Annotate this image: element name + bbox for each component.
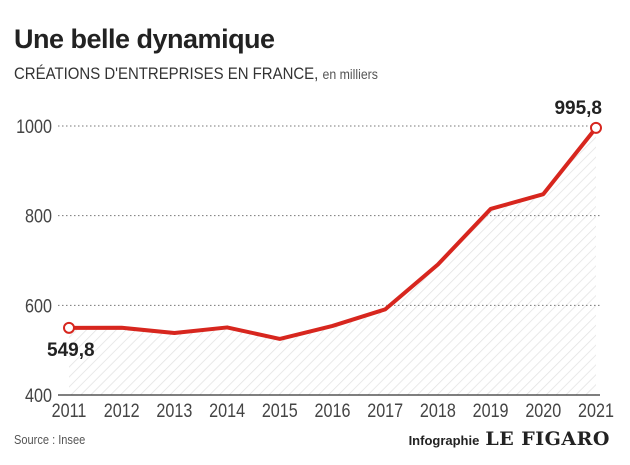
series-line: [68, 126, 598, 341]
brand-logo: LE FIGARO: [485, 428, 610, 450]
x-tick-label: 2015: [262, 400, 298, 422]
data-label-last: 995,8: [554, 98, 602, 119]
x-tick-label: 2018: [420, 400, 456, 422]
x-tick-label: 2016: [315, 400, 351, 422]
data-point-marker: [63, 321, 75, 334]
chart-title: Une belle dynamique: [14, 24, 275, 54]
unit-label: en milliers: [322, 66, 378, 82]
x-tick-label: 2011: [52, 400, 87, 422]
data-label-first: 549,8: [47, 340, 95, 361]
chart-subtitle: CRÉATIONS D'ENTREPRISES EN FRANCE, en mi…: [14, 64, 378, 84]
y-tick-label: 800: [25, 205, 52, 227]
data-point-marker: [590, 121, 602, 134]
credit-label: Infographie: [408, 433, 480, 448]
y-tick-label: 600: [25, 295, 52, 317]
subtitle-text: CRÉATIONS D'ENTREPRISES EN FRANCE,: [14, 64, 319, 83]
y-tick-label: 1000: [16, 116, 52, 138]
x-tick-label: 2012: [104, 400, 140, 422]
source-note: Source : Insee: [14, 432, 86, 447]
x-tick-label: 2014: [209, 400, 245, 422]
x-tick-label: 2019: [473, 400, 509, 422]
x-tick-label: 2021: [578, 400, 614, 422]
credit: Infographie LE FIGARO: [409, 428, 610, 450]
y-tick-label: 400: [25, 385, 52, 407]
area-hatch: [69, 127, 596, 396]
x-tick-label: 2020: [525, 400, 561, 422]
x-tick-label: 2013: [156, 400, 192, 422]
x-tick-label: 2017: [367, 400, 403, 422]
